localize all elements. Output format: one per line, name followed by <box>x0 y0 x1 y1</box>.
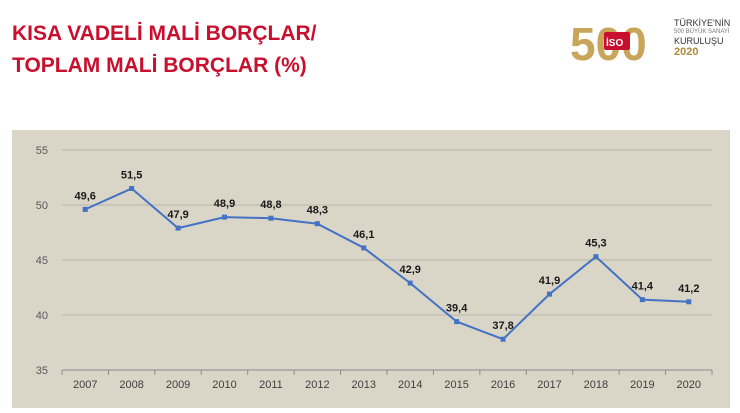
data-label: 45,3 <box>585 238 606 250</box>
data-label: 46,1 <box>353 229 374 241</box>
y-tick-label: 40 <box>36 310 48 322</box>
data-point <box>129 186 135 191</box>
label-layer: 49,6 51,5 47,9 48,9 48,8 48,3 46,1 42,9 39,4 37,8… <box>75 170 700 333</box>
data-label: 47,9 <box>167 209 188 221</box>
series-layer <box>82 186 692 342</box>
x-tick-label: 2014 <box>398 379 422 391</box>
logo-badge: İSO <box>606 36 623 49</box>
data-point <box>686 299 692 305</box>
chart-panel: 35 40 45 50 55 2007 2008 2009 2010 2011 2012 2013 20… <box>12 130 730 408</box>
iso-500-logo: 500 İSO TÜRKİYE'NİN 500 BÜYÜK SANAYİ KUR… <box>566 8 734 74</box>
data-label: 41,9 <box>539 275 560 287</box>
data-point <box>500 336 506 342</box>
logo-line-1: TÜRKİYE'NİN <box>674 18 731 28</box>
x-tick-label: 2011 <box>259 379 283 391</box>
data-point <box>314 221 320 227</box>
data-label: 41,2 <box>678 283 699 295</box>
data-point <box>639 297 645 303</box>
data-point <box>454 319 460 325</box>
x-tick-label: 2018 <box>584 379 608 391</box>
grid-layer <box>62 149 712 371</box>
data-point <box>222 214 227 220</box>
data-point <box>268 215 274 221</box>
data-label: 42,9 <box>400 264 421 276</box>
logo-line-3: KURULUŞU <box>674 36 724 46</box>
line-chart: 35 40 45 50 55 2007 2008 2009 2010 2011 2012 2013 20… <box>36 145 713 391</box>
data-label: 51,5 <box>121 170 142 182</box>
y-tick-label: 35 <box>36 365 48 377</box>
x-tick-label: 2017 <box>537 379 561 391</box>
data-point <box>407 280 413 286</box>
logo-badge-shape <box>604 32 630 50</box>
data-point <box>547 291 552 297</box>
data-point <box>82 206 88 212</box>
title-line-2: TOPLAM MALİ BORÇLAR (%) <box>12 54 307 77</box>
data-point <box>175 225 181 231</box>
page-title: KISA VADELİ MALİ BORÇLAR/ TOPLAM MALİ BO… <box>12 18 317 82</box>
data-label: 48,9 <box>214 198 235 210</box>
data-label: 37,8 <box>492 320 513 332</box>
x-tick-label: 2010 <box>212 379 236 391</box>
x-tick-label: 2019 <box>630 379 654 391</box>
axis-layer: 35 40 45 50 55 2007 2008 2009 2010 2011 2012 2013 20… <box>36 145 713 391</box>
data-point <box>593 254 599 260</box>
y-tick-label: 45 <box>36 255 48 267</box>
x-tick-label: 2013 <box>352 379 376 391</box>
data-label: 49,6 <box>75 190 96 202</box>
x-tick-label: 2016 <box>491 379 515 391</box>
title-line-1: KISA VADELİ MALİ BORÇLAR/ <box>12 22 317 45</box>
x-tick-label: 2009 <box>166 379 190 391</box>
logo-caption: TÜRKİYE'NİN 500 BÜYÜK SANAYİ KURULUŞU 20… <box>674 18 730 59</box>
data-label: 39,4 <box>446 303 468 315</box>
y-tick-label: 55 <box>36 145 48 157</box>
logo-line-4: 2020 <box>674 46 699 58</box>
y-tick-label: 50 <box>36 200 48 212</box>
series-line <box>84 187 689 341</box>
logo-line-2: 500 BÜYÜK SANAYİ <box>674 29 730 35</box>
data-label: 41,4 <box>632 281 654 293</box>
x-tick-label: 2015 <box>444 379 468 391</box>
data-point <box>361 245 367 251</box>
x-tick-label: 2008 <box>119 379 143 391</box>
iso-500-emblem-icon: 500 İSO <box>570 18 647 70</box>
data-label: 48,3 <box>307 205 328 217</box>
x-tick-label: 2020 <box>677 379 701 391</box>
x-tick-label: 2012 <box>305 379 329 391</box>
data-label: 48,8 <box>260 199 281 211</box>
x-tick-label: 2007 <box>73 379 97 391</box>
